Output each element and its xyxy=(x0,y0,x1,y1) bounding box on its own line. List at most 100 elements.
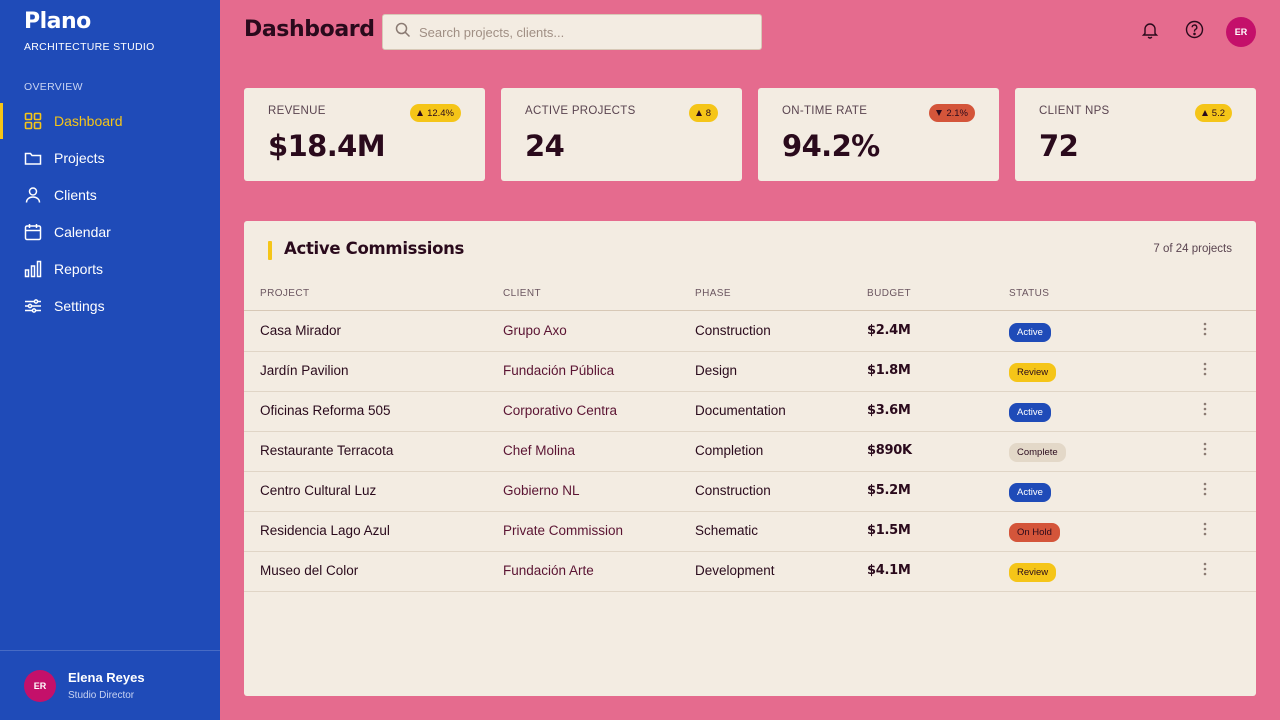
column-header-project[interactable]: PROJECT xyxy=(260,288,310,299)
kpi-delta: 8 xyxy=(705,107,711,119)
kpi-delta-badge: 8 xyxy=(688,104,718,122)
sidebar-item-settings[interactable]: Settings xyxy=(0,287,220,324)
status-badge: Active xyxy=(1009,483,1051,502)
client-name: Gobierno NL xyxy=(503,483,580,498)
commissions-panel: Active Commissions 7 of 24 projects PROJ… xyxy=(244,221,1256,696)
sidebar-nav: Dashboard Projects Clients xyxy=(0,102,220,324)
kpi-delta-badge: 5.2 xyxy=(1194,104,1232,122)
client-name: Grupo Axo xyxy=(503,323,567,338)
phase-name: Schematic xyxy=(695,523,759,538)
column-header-status[interactable]: STATUS xyxy=(1009,288,1050,299)
sidebar-user-profile[interactable]: ER Elena Reyes Studio Director xyxy=(0,650,220,720)
nav-section-label: OVERVIEW xyxy=(24,81,83,93)
bar-chart-icon xyxy=(24,260,42,278)
table-header: PROJECT CLIENT PHASE BUDGET STATUS xyxy=(244,283,1256,311)
brand-subtitle: ARCHITECTURE STUDIO xyxy=(24,41,155,53)
sidebar-item-label: Dashboard xyxy=(54,112,123,129)
more-actions-button[interactable] xyxy=(1196,520,1214,538)
kpi-delta: 5.2 xyxy=(1211,107,1225,119)
client-name: Fundación Pública xyxy=(503,363,615,378)
sidebar-item-clients[interactable]: Clients xyxy=(0,176,220,213)
search-bar[interactable] xyxy=(382,14,762,50)
kpi-card-on-time-rate: ON-TIME RATE 2.1% 94.2% xyxy=(758,88,999,181)
sidebar: Plano ARCHITECTURE STUDIO OVERVIEW Dashb… xyxy=(0,0,220,720)
kebab-icon xyxy=(1203,402,1207,416)
page-title: Dashboard xyxy=(244,17,375,42)
client-name: Fundación Arte xyxy=(503,563,594,578)
more-actions-button[interactable] xyxy=(1196,320,1214,338)
project-name: Jardín Pavilion xyxy=(260,363,349,378)
budget-value: $2.4M xyxy=(867,323,911,338)
project-name: Museo del Color xyxy=(260,563,359,578)
header-avatar[interactable]: ER xyxy=(1226,17,1256,47)
sidebar-item-calendar[interactable]: Calendar xyxy=(0,213,220,250)
sidebar-item-label: Projects xyxy=(54,149,105,166)
column-header-budget[interactable]: BUDGET xyxy=(867,288,912,299)
kebab-icon xyxy=(1203,322,1207,336)
table-row[interactable]: Residencia Lago Azul Private Commission Sc… xyxy=(244,512,1256,552)
budget-value: $5.2M xyxy=(867,483,911,498)
kpi-value: 72 xyxy=(1039,129,1079,163)
table-row[interactable]: Jardín Pavilion Fundación Pública Design $1… xyxy=(244,352,1256,392)
kpi-card-client-nps: CLIENT NPS 5.2 72 xyxy=(1015,88,1256,181)
trend-up-icon xyxy=(1201,110,1208,116)
kpi-label: ON-TIME RATE xyxy=(782,105,868,117)
trend-down-icon xyxy=(936,110,943,116)
kpi-delta-badge: 2.1% xyxy=(929,104,975,122)
kpi-value: 94.2% xyxy=(782,129,880,163)
project-name: Restaurante Terracota xyxy=(260,443,394,458)
budget-value: $4.1M xyxy=(867,563,911,578)
sidebar-item-label: Settings xyxy=(54,297,105,314)
sidebar-item-reports[interactable]: Reports xyxy=(0,250,220,287)
table-row[interactable]: Restaurante Terracota Chef Molina Completi… xyxy=(244,432,1256,472)
phase-name: Design xyxy=(695,363,738,378)
more-actions-button[interactable] xyxy=(1196,360,1214,378)
phase-name: Completion xyxy=(695,443,764,458)
trend-up-icon xyxy=(417,110,424,116)
more-actions-button[interactable] xyxy=(1196,480,1214,498)
notifications-button[interactable] xyxy=(1138,20,1162,44)
project-name: Residencia Lago Azul xyxy=(260,523,390,538)
more-actions-button[interactable] xyxy=(1196,400,1214,418)
table-row[interactable]: Centro Cultural Luz Gobierno NL Constructi… xyxy=(244,472,1256,512)
kpi-label: ACTIVE PROJECTS xyxy=(525,105,636,117)
table-row[interactable]: Oficinas Reforma 505 Corporativo Centra Do… xyxy=(244,392,1256,432)
status-badge: Active xyxy=(1009,403,1051,422)
status-badge: Complete xyxy=(1009,443,1066,462)
search-input[interactable] xyxy=(419,24,739,40)
column-header-phase[interactable]: PHASE xyxy=(695,288,731,299)
kpi-label: CLIENT NPS xyxy=(1039,105,1110,117)
budget-value: $1.5M xyxy=(867,523,911,538)
sidebar-item-projects[interactable]: Projects xyxy=(0,139,220,176)
sidebar-item-dashboard[interactable]: Dashboard xyxy=(0,102,220,139)
kpi-delta: 12.4% xyxy=(427,107,454,119)
status-badge: On Hold xyxy=(1009,523,1060,542)
search-icon xyxy=(395,22,411,43)
kpi-card-revenue: REVENUE 12.4% $18.4M xyxy=(244,88,485,181)
table-row[interactable]: Museo del Color Fundación Arte Development… xyxy=(244,552,1256,592)
kebab-icon xyxy=(1203,362,1207,376)
brand-name[interactable]: Plano xyxy=(24,9,91,34)
table-row[interactable]: Casa Mirador Grupo Axo Construction $2.4M Ac… xyxy=(244,312,1256,352)
help-button[interactable] xyxy=(1182,20,1206,44)
kpi-label: REVENUE xyxy=(268,105,326,117)
project-name: Casa Mirador xyxy=(260,323,342,338)
kpi-delta: 2.1% xyxy=(946,107,968,119)
project-name: Centro Cultural Luz xyxy=(260,483,377,498)
more-actions-button[interactable] xyxy=(1196,440,1214,458)
column-header-client[interactable]: CLIENT xyxy=(503,288,541,299)
budget-value: $3.6M xyxy=(867,403,911,418)
project-name: Oficinas Reforma 505 xyxy=(260,403,391,418)
more-actions-button[interactable] xyxy=(1196,560,1214,578)
user-icon xyxy=(24,186,42,204)
sidebar-item-label: Calendar xyxy=(54,223,111,240)
kebab-icon xyxy=(1203,482,1207,496)
phase-name: Documentation xyxy=(695,403,786,418)
calendar-icon xyxy=(24,223,42,241)
folder-icon xyxy=(24,149,42,167)
status-badge: Review xyxy=(1009,363,1057,382)
status-badge: Active xyxy=(1009,323,1051,342)
panel-accent-bar xyxy=(268,241,272,260)
client-name: Chef Molina xyxy=(503,443,576,458)
grid-icon xyxy=(24,112,42,130)
